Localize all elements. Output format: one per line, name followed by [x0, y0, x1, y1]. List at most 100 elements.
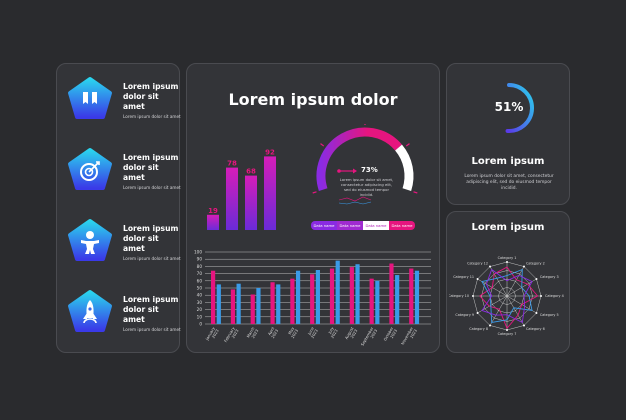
top-bar-chart: 19 78 68 92 — [207, 148, 276, 230]
month-bar — [230, 289, 236, 324]
x-tick-label: August2023 — [344, 326, 359, 343]
x-tick-label: April2023 — [266, 326, 279, 340]
month-bar — [335, 260, 340, 324]
main-chart-card: Lorem ipsum dolor 19 78 68 92 73% Lorem ips… — [186, 63, 440, 353]
speedometer-fill — [316, 127, 402, 191]
features-card: Lorem ipsum dolor sit amet Lorem ipsum d… — [56, 63, 181, 353]
radar-category-label: Category 8 — [469, 327, 488, 331]
radar-axis-dot — [523, 324, 525, 327]
speedometer-tick — [312, 191, 317, 194]
y-tick-label: 90 — [197, 257, 203, 262]
percent-ring — [505, 83, 534, 133]
radar-axis-dot — [535, 278, 538, 280]
radar-axis-dot — [540, 295, 542, 297]
radar-axis-dot — [523, 265, 525, 268]
mini-line-decor — [338, 196, 372, 205]
ring-fill — [505, 83, 534, 133]
radar-category-label: Category 5 — [540, 313, 559, 317]
rocket-icon — [68, 290, 112, 332]
month-bar — [355, 264, 360, 324]
radar-series — [481, 268, 533, 324]
bookmark-icon — [68, 77, 112, 119]
month-bar — [276, 284, 281, 324]
month-bar — [256, 288, 261, 324]
y-tick-label: 80 — [197, 264, 203, 269]
radar-category-label: Category 12 — [467, 261, 488, 265]
x-tick-label: November2023 — [400, 326, 418, 348]
month-bar — [375, 280, 380, 324]
feature-item[interactable]: Lorem ipsum dolor sit amet Lorem ipsum d… — [67, 76, 181, 126]
radar-category-label: Category 6 — [526, 327, 545, 331]
y-tick-label: 70 — [197, 271, 203, 276]
x-tick-label: March2023 — [245, 325, 259, 340]
top-bar — [245, 175, 257, 230]
monthly-bar-chart: 0 10 20 30 40 50 60 70 80 90 100 January2023 Februar… — [194, 250, 431, 348]
top-bar — [264, 156, 276, 230]
radar-axis-dot — [489, 265, 491, 268]
month-bar — [315, 270, 320, 324]
speedometer-tick — [405, 143, 410, 147]
y-tick-label: 20 — [197, 307, 203, 312]
radar-category-label: Category 2 — [526, 261, 545, 265]
radar-category-label: Category 10 — [449, 294, 469, 298]
speedometer-gauge: 73% Lorem ipsum dolor sit amet, consecte… — [312, 124, 418, 205]
month-bar — [295, 270, 301, 324]
speedometer-desc: Lorem ipsum dolor sit amet, consectetur … — [339, 177, 394, 197]
page-title: Lorem ipsum dolor — [228, 90, 398, 109]
tab-data-1[interactable]: Data name — [311, 221, 337, 230]
feature-desc: Lorem ipsum dolor sit amet — [123, 327, 181, 332]
target-icon — [68, 148, 112, 190]
radar-category-label: Category 7 — [498, 332, 517, 336]
radar-axis — [489, 295, 508, 326]
percent-card-desc: Lorem ipsum dolor sit amet, consectetur … — [464, 174, 554, 191]
x-tick-label: June2023 — [306, 325, 319, 339]
radar-axis — [506, 295, 525, 326]
radar-axis-dot — [506, 261, 508, 263]
month-bar — [414, 270, 420, 324]
data-tabs: Data name Data name Data name Data name — [311, 221, 415, 230]
month-bar — [211, 270, 216, 324]
percent-card: 51% Lorem ipsum Lorem ipsum dolor sit am… — [446, 63, 570, 205]
radar-axis-dot — [472, 295, 474, 297]
person-icon — [68, 219, 112, 261]
radar-series — [481, 268, 533, 324]
feature-item[interactable]: Lorem ipsum dolor sit amet Lorem ipsum d… — [67, 218, 181, 268]
radar-axis — [489, 266, 508, 297]
radar-axis — [506, 266, 525, 297]
month-bar — [270, 282, 275, 324]
x-tick-label: May2023 — [286, 325, 299, 339]
month-bar — [349, 267, 354, 324]
month-bar — [369, 278, 374, 324]
month-bar — [389, 263, 394, 324]
speedometer-tick — [320, 143, 325, 147]
tab-data-2[interactable]: Data name — [337, 221, 363, 230]
feature-item[interactable]: Lorem ipsum dolor sit amet Lorem ipsum d… — [67, 147, 181, 197]
radar-category-label: Category 1 — [498, 256, 517, 260]
y-tick-label: 40 — [197, 293, 203, 298]
x-tick-label: July2023 — [326, 325, 339, 339]
month-bar — [329, 268, 335, 324]
top-bar-label: 68 — [246, 168, 256, 176]
top-bar-label: 78 — [227, 160, 237, 168]
feature-desc: Lorem ipsum dolor sit amet — [123, 256, 181, 261]
x-tick-label: October2023 — [382, 326, 398, 344]
speedometer-percent: 73% — [361, 166, 378, 174]
feature-title: Lorem ipsum dolor sit amet — [123, 295, 179, 324]
x-tick-label: September2023 — [360, 326, 379, 348]
top-bar — [207, 214, 219, 230]
tab-data-3[interactable]: Data name — [363, 221, 389, 230]
radar-title: Lorem ipsum — [471, 222, 545, 233]
radar-axis-dot — [535, 312, 538, 314]
top-bar — [226, 167, 238, 230]
tab-data-4[interactable]: Data name — [389, 221, 415, 230]
speedometer-tick — [413, 191, 418, 194]
feature-title: Lorem ipsum dolor sit amet — [123, 82, 179, 111]
feature-item[interactable]: Lorem ipsum dolor sit amet Lorem ipsum d… — [67, 289, 181, 339]
month-bar — [310, 274, 315, 324]
month-bar — [250, 294, 255, 324]
radar-axis-dot — [506, 329, 508, 331]
radar-axis-dot — [489, 324, 491, 327]
month-bar — [409, 268, 414, 324]
top-bar-label: 19 — [208, 207, 218, 215]
y-tick-label: 60 — [197, 278, 203, 283]
